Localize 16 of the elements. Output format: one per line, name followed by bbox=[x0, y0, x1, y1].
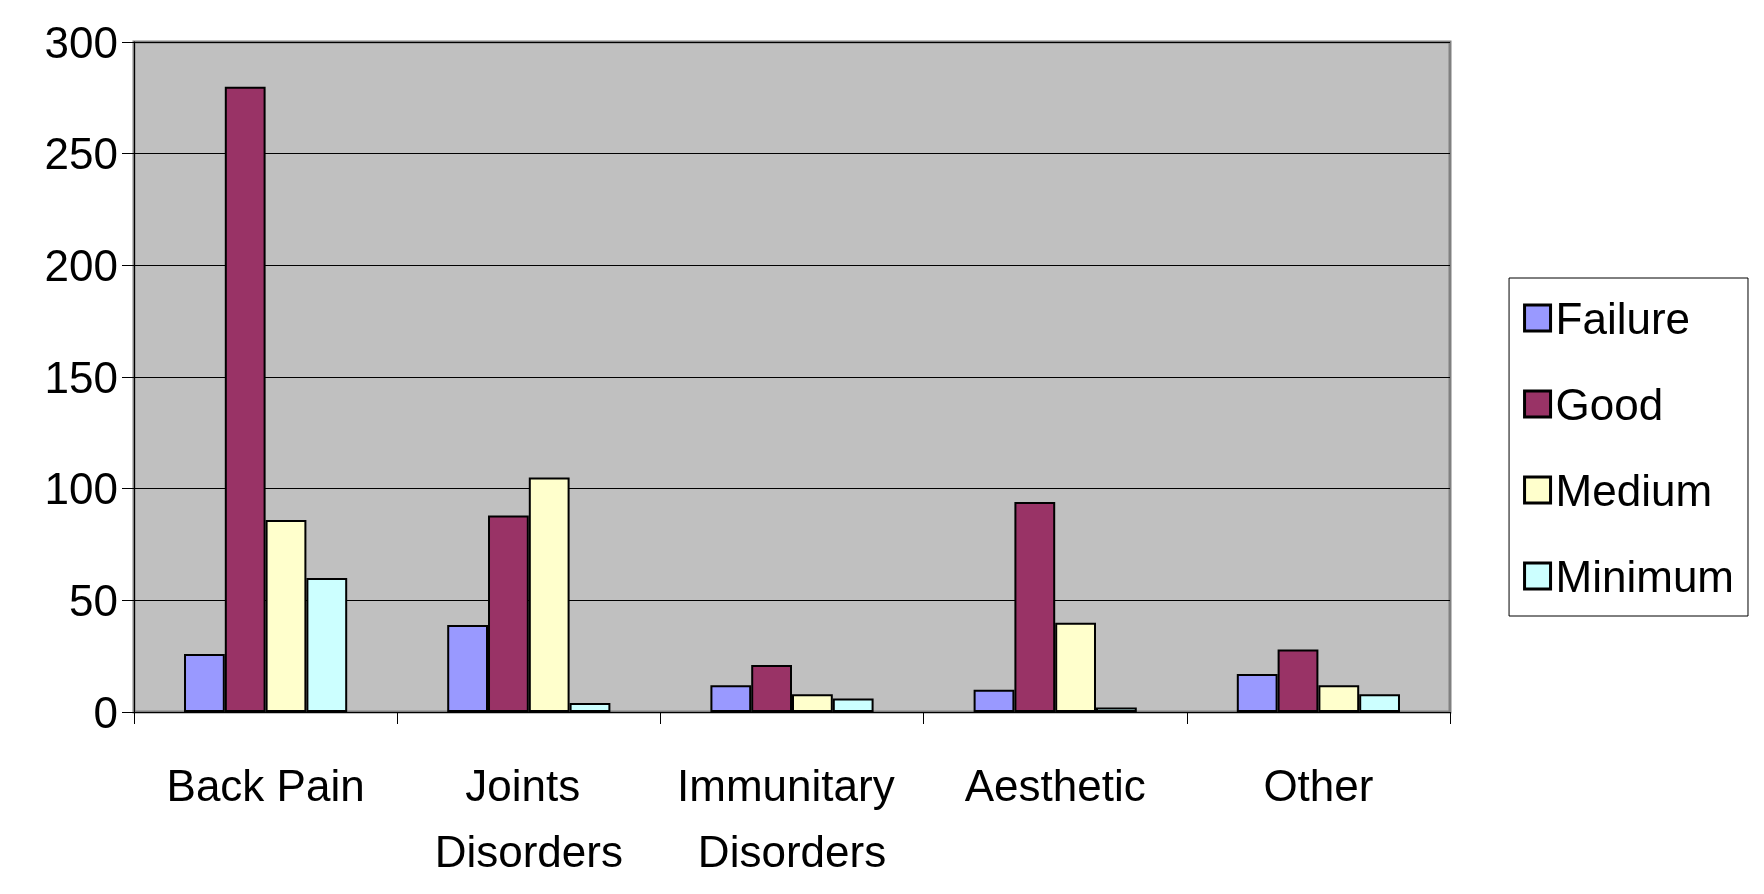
y-tick-label: 300 bbox=[44, 17, 118, 67]
y-tick-label: 250 bbox=[44, 129, 118, 179]
y-tick-label: 200 bbox=[44, 240, 118, 290]
legend-label: Good bbox=[1555, 379, 1664, 429]
legend-label: Medium bbox=[1555, 465, 1713, 515]
legend-label: Minimum bbox=[1555, 551, 1734, 601]
y-tick-label: 0 bbox=[93, 687, 118, 737]
x-tick-label: Other bbox=[1263, 760, 1374, 810]
y-tick-label: 150 bbox=[44, 352, 118, 402]
y-tick-label: 50 bbox=[69, 575, 118, 625]
x-tick-label: Joints Disorders bbox=[434, 760, 623, 876]
x-tick-label: Immunitary Disorders bbox=[677, 760, 907, 876]
legend-label: Failure bbox=[1555, 293, 1691, 343]
x-tick-label: Aesthetic bbox=[964, 760, 1146, 810]
x-tick-label: Back Pain bbox=[166, 760, 365, 810]
y-tick-label: 100 bbox=[44, 464, 118, 514]
